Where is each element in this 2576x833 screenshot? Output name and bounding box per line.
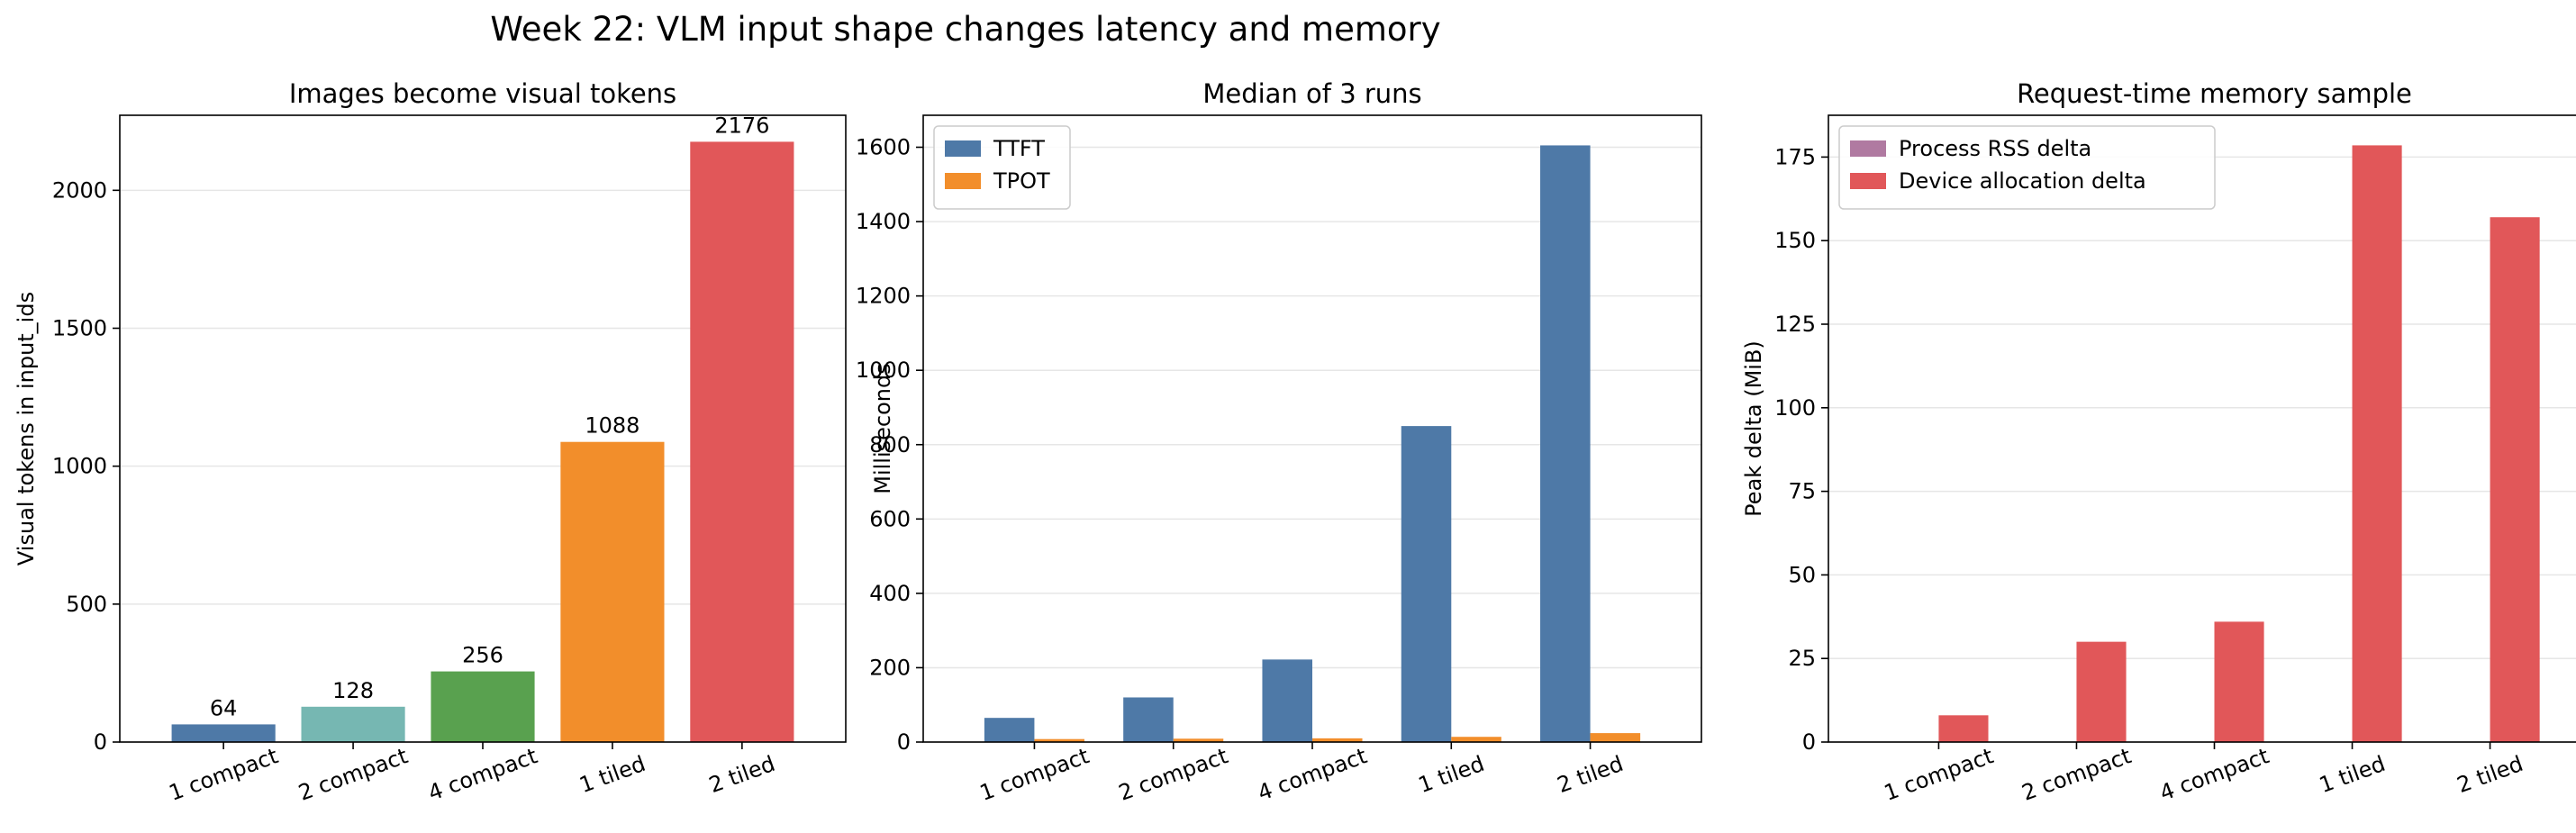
- memory-xtick-label-4: 2 tiled: [2454, 751, 2526, 798]
- latency-ytick-label-4: 800: [869, 432, 911, 457]
- memory-legend: Process RSS delta Device allocation delta: [1838, 125, 2216, 210]
- tokens-bar-2: [431, 671, 535, 742]
- memory-bar-device-allocation-delta-1: [2076, 641, 2127, 742]
- memory-bar-device-allocation-delta-4: [2490, 217, 2540, 742]
- tokens-data-label-4: 2176: [714, 113, 769, 138]
- latency-ytick-label-6: 1200: [856, 284, 911, 309]
- tokens-xtick-label-0: 1 compact: [166, 743, 282, 806]
- memory-ytick-label-2: 50: [1788, 562, 1816, 587]
- tokens-data-label-0: 64: [210, 695, 238, 720]
- latency-ytick-label-2: 400: [869, 581, 911, 606]
- memory-legend-label-0: Process RSS delta: [1899, 136, 2091, 161]
- tokens-ytick-label-1: 500: [66, 592, 107, 617]
- memory-ytick-label-6: 150: [1774, 228, 1816, 253]
- tokens-ytick-label-2: 1000: [52, 454, 107, 479]
- latency-xtick-label-1: 2 compact: [1115, 743, 1231, 806]
- tokens-bar-0: [171, 724, 276, 742]
- latency-ytick-label-1: 200: [869, 655, 911, 680]
- latency-xtick-label-3: 1 tiled: [1415, 751, 1488, 798]
- memory-legend-swatch-0: [1850, 140, 1886, 157]
- memory-legend-label-1: Device allocation delta: [1899, 168, 2146, 194]
- memory-bar-device-allocation-delta-0: [1938, 715, 1989, 742]
- tokens-data-label-1: 128: [332, 678, 374, 703]
- memory-title: Request-time memory sample: [2017, 78, 2412, 109]
- memory-ytick-label-0: 0: [1802, 729, 1816, 755]
- memory-ytick-label-3: 75: [1788, 479, 1816, 504]
- tokens-ylabel: Visual tokens in input_ids: [14, 292, 39, 566]
- tokens-title: Images become visual tokens: [289, 78, 676, 109]
- tokens-bar-3: [560, 441, 665, 742]
- latency-bar-tpot-1: [1173, 738, 1224, 742]
- memory-ytick-label-1: 25: [1788, 646, 1816, 671]
- figure-title: Week 22: VLM input shape changes latency…: [490, 10, 1440, 49]
- latency-legend-swatch-0: [945, 140, 981, 157]
- latency-xtick-label-0: 1 compact: [976, 743, 1093, 806]
- memory-xtick-label-2: 4 compact: [2156, 743, 2272, 806]
- panel-memory: 0 25 50 75 100 125 150 175 1 compact 2 compact 4 c…: [1741, 78, 2576, 806]
- tokens-data-label-3: 1088: [585, 413, 639, 439]
- tokens-ytick-label-4: 2000: [52, 177, 107, 203]
- tokens-bar-1: [301, 706, 405, 742]
- latency-legend-swatch-1: [945, 173, 981, 189]
- memory-bar-device-allocation-delta-3: [2352, 145, 2402, 742]
- latency-ytick-label-5: 1000: [856, 358, 911, 383]
- latency-bar-ttft-2: [1262, 659, 1312, 742]
- memory-ylabel: Peak delta (MiB): [1741, 340, 1766, 517]
- tokens-ytick-label-3: 1500: [52, 315, 107, 340]
- latency-bar-tpot-2: [1312, 738, 1363, 742]
- panel-latency: 0 200 400 600 800 1000 1200 1400 1600 1 compact 2 …: [856, 78, 1702, 806]
- latency-xtick-label-4: 2 tiled: [1554, 751, 1627, 798]
- latency-ytick-label-3: 600: [869, 506, 911, 531]
- tokens-ytick-label-0: 0: [94, 729, 107, 755]
- tokens-xtick-label-3: 1 tiled: [576, 751, 649, 798]
- tokens-xtick-label-4: 2 tiled: [706, 751, 779, 798]
- latency-ylabel: Milliseconds: [870, 363, 895, 493]
- tokens-xtick-label-1: 2 compact: [295, 743, 412, 806]
- latency-bar-tpot-3: [1451, 737, 1501, 742]
- latency-bar-tpot-0: [1034, 738, 1084, 742]
- memory-ytick-label-4: 100: [1774, 395, 1816, 421]
- latency-ytick-label-7: 1400: [856, 209, 911, 234]
- latency-bar-ttft-0: [984, 718, 1035, 742]
- panel-visual-tokens: 64 128 256 1088 2176 0 500 1000 1500 2000 1 compac…: [14, 78, 847, 806]
- latency-legend-label-1: TPOT: [993, 168, 1050, 194]
- latency-xtick-label-2: 4 compact: [1255, 743, 1371, 806]
- latency-ytick-label-0: 0: [897, 729, 911, 755]
- memory-xtick-label-1: 2 compact: [2018, 743, 2135, 806]
- latency-legend: TTFT TPOT: [933, 125, 1071, 210]
- memory-xtick-label-0: 1 compact: [1881, 743, 1997, 806]
- latency-bar-ttft-3: [1401, 426, 1452, 742]
- tokens-data-label-2: 256: [462, 643, 503, 668]
- memory-ytick-label-7: 175: [1774, 144, 1816, 169]
- memory-xtick-label-3: 1 tiled: [2316, 751, 2389, 798]
- latency-legend-label-0: TTFT: [993, 136, 1045, 161]
- memory-legend-swatch-1: [1850, 173, 1886, 189]
- latency-bar-ttft-1: [1123, 697, 1174, 742]
- tokens-xtick-label-2: 4 compact: [425, 743, 541, 806]
- latency-bar-tpot-4: [1590, 733, 1641, 742]
- memory-ytick-label-5: 125: [1774, 312, 1816, 337]
- tokens-bar-4: [690, 141, 794, 742]
- memory-bar-device-allocation-delta-2: [2214, 621, 2264, 742]
- memory-legend-box: [1838, 125, 2216, 210]
- latency-bar-ttft-4: [1540, 145, 1591, 742]
- latency-ytick-label-8: 1600: [856, 135, 911, 160]
- latency-title: Median of 3 runs: [1202, 78, 1421, 109]
